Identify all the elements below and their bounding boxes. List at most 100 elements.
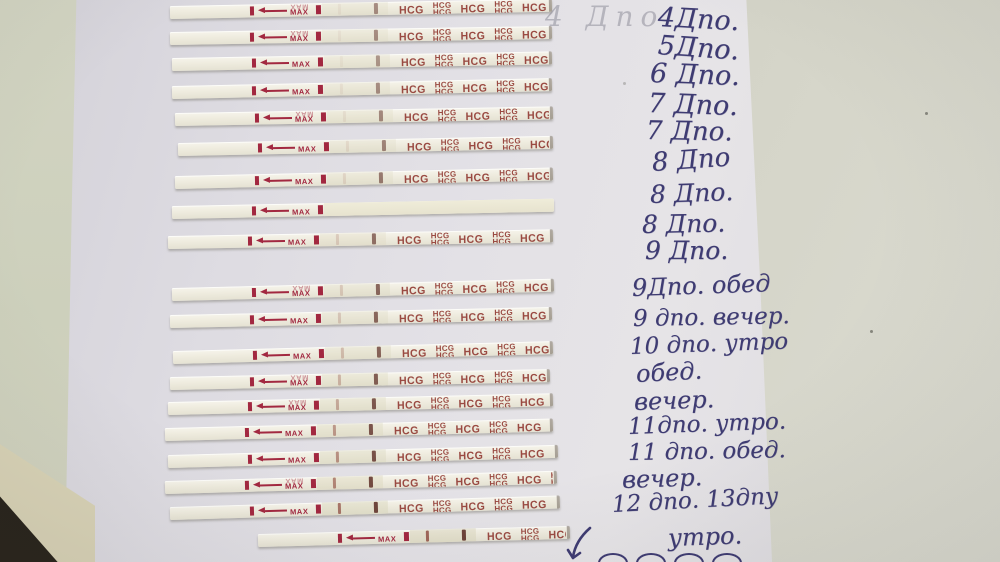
cutoff-handwriting-scribble (598, 553, 758, 562)
hcg-print-text-stacked: HCG HCG (494, 26, 514, 42)
hcg-print-text: HCG (398, 30, 424, 42)
left-arrow-icon (266, 61, 289, 64)
result-window (316, 422, 384, 438)
max-line-mark (254, 176, 260, 186)
handwritten-label-7: 8 Дпо. (649, 177, 734, 209)
control-line (375, 82, 381, 94)
strip-end-edge (548, 78, 553, 92)
control-line (371, 450, 377, 462)
strip-end-edge (549, 393, 554, 407)
dust-speck (925, 112, 928, 115)
test-line (332, 477, 337, 489)
hcg-print-text: HCG (406, 140, 432, 152)
max-label: MAX (294, 176, 314, 186)
max-label: MAX (284, 428, 304, 438)
max-line-mark (249, 377, 255, 387)
result-window (316, 475, 384, 491)
max-label: MAX (289, 506, 309, 516)
handwritten-label-3: 6 Дпо. (649, 58, 741, 93)
control-line (371, 398, 377, 410)
strip-end-edge (550, 278, 555, 292)
control-line (371, 233, 377, 245)
max-line-mark (247, 402, 253, 412)
hcg-print-text-stacked: HCG HCG (434, 53, 454, 68)
hcg-print-text: HCG (393, 476, 419, 489)
hcg-print-text: HCG (398, 3, 424, 15)
test-line (337, 502, 342, 515)
result-window (329, 138, 397, 154)
result-window (323, 54, 391, 69)
left-arrow-icon (262, 114, 271, 121)
max-line-mark (251, 58, 257, 68)
result-window (321, 1, 389, 17)
left-arrow-icon (264, 9, 287, 12)
hcg-print-text: HCG (401, 346, 427, 359)
hcg-print-text: HCG (460, 310, 486, 324)
max-line-mark (249, 315, 255, 325)
ghost-handwriting: 4 Дпо (545, 0, 665, 33)
strip-end-edge (549, 229, 554, 243)
control-line (373, 311, 379, 323)
test-line (345, 140, 350, 152)
control-line (376, 346, 382, 358)
result-window (321, 372, 389, 387)
hcg-print-text: HCG (400, 284, 426, 296)
hcg-print-text: HCG (398, 374, 424, 386)
handwritten-label-12: 10 дпо. утро (629, 328, 789, 360)
control-line (368, 423, 374, 436)
strip-end-edge (549, 106, 554, 120)
start-line-mark (317, 57, 324, 67)
hcg-print-text-stacked: HCG HCG (520, 526, 540, 542)
hcg-print-text-stacked: HCG HCG (432, 0, 452, 15)
control-line (375, 283, 381, 296)
start-line-mark (323, 142, 330, 152)
hcg-print-text-stacked: HCG HCG (434, 80, 454, 95)
start-line-mark (315, 313, 322, 323)
handwritten-label-10: 9Дпо. обед (631, 269, 771, 302)
hcg-print-text: HCG (486, 529, 512, 542)
test-line (340, 347, 345, 359)
max-label: MAX (287, 454, 307, 465)
left-arrow-icon (264, 380, 287, 383)
test-line (335, 451, 340, 463)
left-arrow-icon (262, 404, 285, 408)
max-label-inverted: MAX (287, 397, 307, 407)
hcg-print-text: HCG (398, 501, 424, 514)
left-arrow-icon (259, 483, 282, 487)
start-line-mark (403, 532, 410, 542)
dust-speck (870, 330, 873, 333)
left-arrow-icon (260, 351, 269, 358)
hcg-print-text: HCG (403, 172, 429, 184)
max-label-inverted: MAX (289, 372, 309, 382)
hcg-print-text-stacked: HCG HCG (432, 498, 452, 514)
start-line-mark (317, 205, 324, 215)
left-arrow-icon (345, 534, 354, 541)
left-arrow-icon (259, 87, 268, 94)
left-arrow-icon (257, 378, 266, 385)
hcg-print-text: HCG (400, 83, 426, 95)
start-line-mark (318, 349, 325, 359)
max-label: MAX (291, 86, 311, 96)
result-window (326, 171, 394, 186)
left-arrow-icon (255, 455, 264, 462)
hcg-print-text: HCG (403, 111, 429, 123)
handwritten-label-9: 9 Дпо. (645, 236, 729, 265)
max-line-mark (254, 113, 260, 123)
start-line-mark (310, 426, 317, 436)
test-line (342, 111, 347, 123)
test-line (337, 3, 342, 15)
hcg-print-text: HCG (460, 29, 486, 42)
test-line (339, 284, 344, 296)
handwritten-label-19: утро. (667, 521, 743, 552)
hcg-print-text-stacked: HCG HCG (434, 281, 454, 296)
test-line (335, 399, 340, 411)
hcg-print-text: HCG (393, 424, 419, 436)
max-label-inverted: MAX (284, 475, 304, 486)
hcg-print-text: HCG (398, 312, 424, 324)
test-line (339, 56, 344, 68)
test-line (342, 173, 347, 185)
left-arrow-icon (264, 318, 287, 321)
